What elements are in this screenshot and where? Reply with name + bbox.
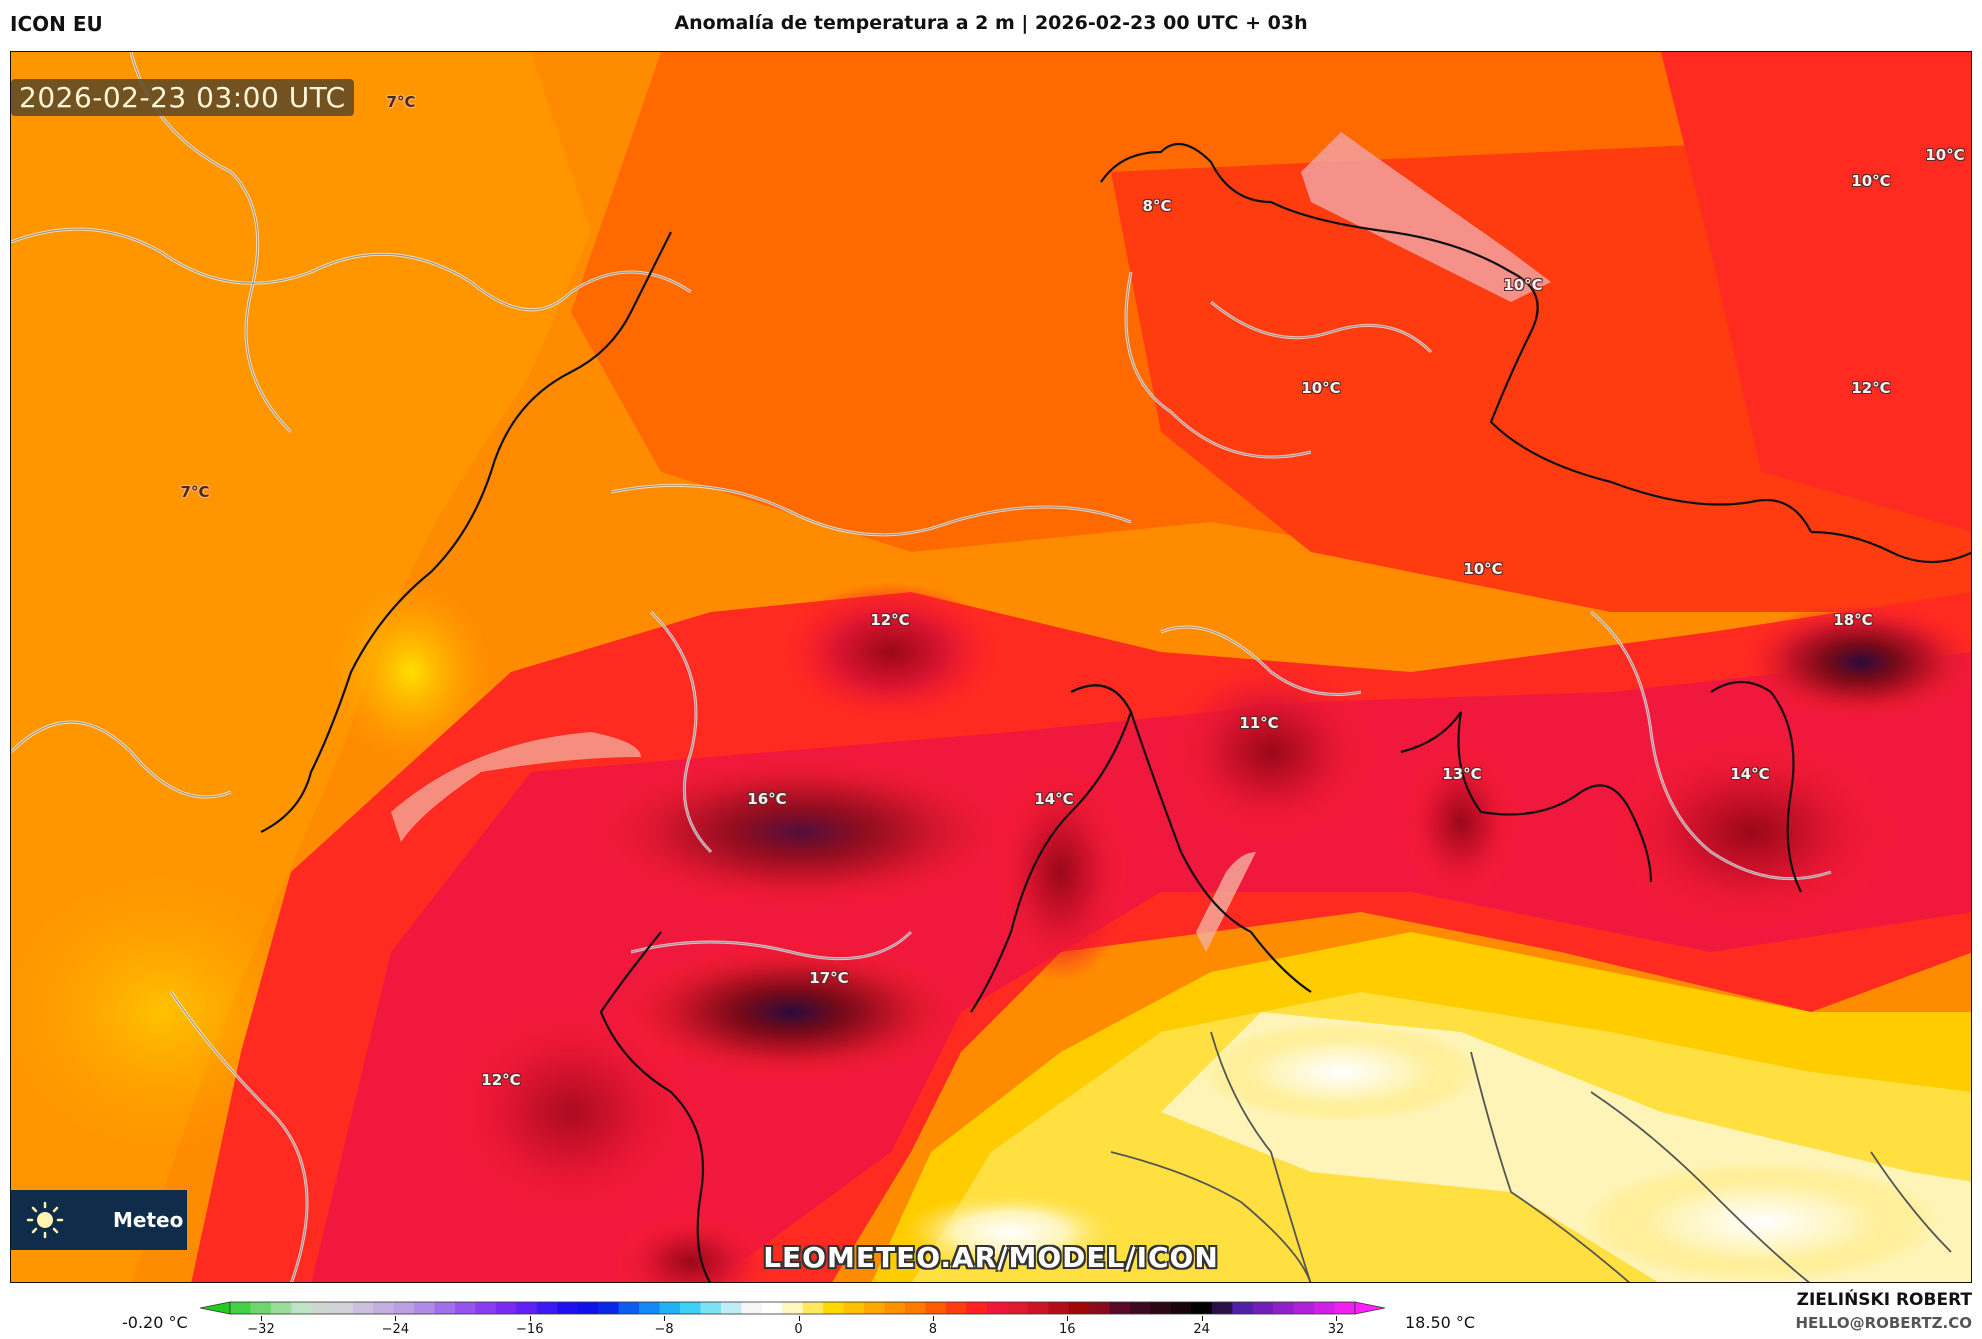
tick-label: 8	[928, 1322, 938, 1337]
sun-icon	[25, 1200, 65, 1240]
chart-title: Anomalía de temperatura a 2 m | 2026-02-…	[674, 12, 1308, 34]
temperature-label: 10°C	[1301, 379, 1341, 397]
tick-mark	[395, 1316, 397, 1321]
temperature-label: 11°C	[1239, 714, 1279, 732]
tick-mark	[1201, 1316, 1203, 1321]
coolspot	[1581, 1162, 1941, 1282]
temperature-label: 7°C	[386, 93, 416, 111]
hotspot	[611, 942, 971, 1082]
temperature-label: 14°C	[1730, 765, 1770, 783]
tick-mark	[261, 1316, 262, 1321]
hotspot	[581, 752, 1021, 912]
tick-label: 16	[1058, 1322, 1076, 1337]
hotspot	[1741, 602, 1971, 722]
model-name: ICON EU	[10, 12, 103, 36]
tick-label: 24	[1193, 1322, 1210, 1337]
tick-mark	[529, 1316, 531, 1321]
country-borders	[260, 142, 1971, 1282]
temperature-label: 10°C	[1925, 146, 1965, 164]
brand-logo: Meteo	[11, 1190, 187, 1250]
valid-time-badge: 2026-02-23 03:00 UTC	[11, 79, 354, 116]
hotspot	[781, 582, 1001, 722]
temperature-label: 13°C	[1442, 765, 1482, 783]
tick-mark	[932, 1316, 934, 1321]
temperature-label: 14°C	[1034, 790, 1074, 808]
temperature-anomaly-map: 2026-02-23 03:00 UTC 7°C 7°C 8°C 10°C 10°C 10…	[10, 51, 1972, 1283]
hotspot	[991, 762, 1131, 982]
tick-mark	[1067, 1316, 1069, 1321]
lake	[1196, 852, 1256, 952]
temperature-label: 18°C	[1833, 611, 1873, 629]
region-borders-inner	[11, 52, 1832, 1282]
brand-text: Meteo	[113, 1208, 184, 1232]
author-email: HELLO@ROBERTZ.CO	[1795, 1314, 1972, 1332]
hotspot	[441, 1002, 701, 1222]
temperature-label: 12°C	[481, 1071, 521, 1089]
temperature-label: 10°C	[1851, 172, 1891, 190]
hotspot	[611, 1212, 771, 1282]
coolspot	[1201, 1022, 1481, 1122]
lake	[391, 732, 641, 842]
colorbar	[200, 1300, 1385, 1316]
colorbar-gradient	[200, 1301, 1385, 1315]
temperature-label: 16°C	[747, 790, 787, 808]
watermark: LEOMETEO.AR/MODEL/ICON	[763, 1241, 1219, 1274]
temperature-label: 12°C	[870, 611, 910, 629]
temperature-label: 7°C	[180, 483, 210, 501]
tick-mark	[798, 1316, 800, 1321]
min-value: -0.20 °C	[122, 1313, 188, 1332]
hotspot	[1161, 662, 1381, 842]
tick-mark	[664, 1316, 666, 1321]
region-yellow	[331, 582, 491, 762]
hotspot	[1601, 732, 1901, 932]
region-northeast-hot	[1661, 52, 1971, 532]
tick-label: −8	[654, 1322, 674, 1337]
author-name: ZIELIŃSKI ROBERT	[1796, 1290, 1972, 1310]
tick-label: 0	[794, 1322, 803, 1337]
coolspot	[901, 1192, 1121, 1272]
temperature-label: 10°C	[1503, 276, 1543, 294]
map-field	[11, 52, 1971, 1282]
max-value: 18.50 °C	[1405, 1313, 1476, 1332]
tick-label: −16	[516, 1322, 544, 1337]
tick-label: −24	[381, 1322, 410, 1337]
tick-mark	[1336, 1316, 1337, 1321]
hotspot	[1401, 742, 1521, 902]
southeast-borders	[1110, 1031, 1952, 1282]
tick-label: −32	[247, 1322, 275, 1337]
temperature-label: 17°C	[809, 969, 849, 987]
temperature-label: 12°C	[1851, 379, 1891, 397]
temperature-label: 8°C	[1142, 197, 1172, 215]
tick-label: 32	[1327, 1322, 1345, 1337]
temperature-label: 10°C	[1463, 560, 1503, 578]
